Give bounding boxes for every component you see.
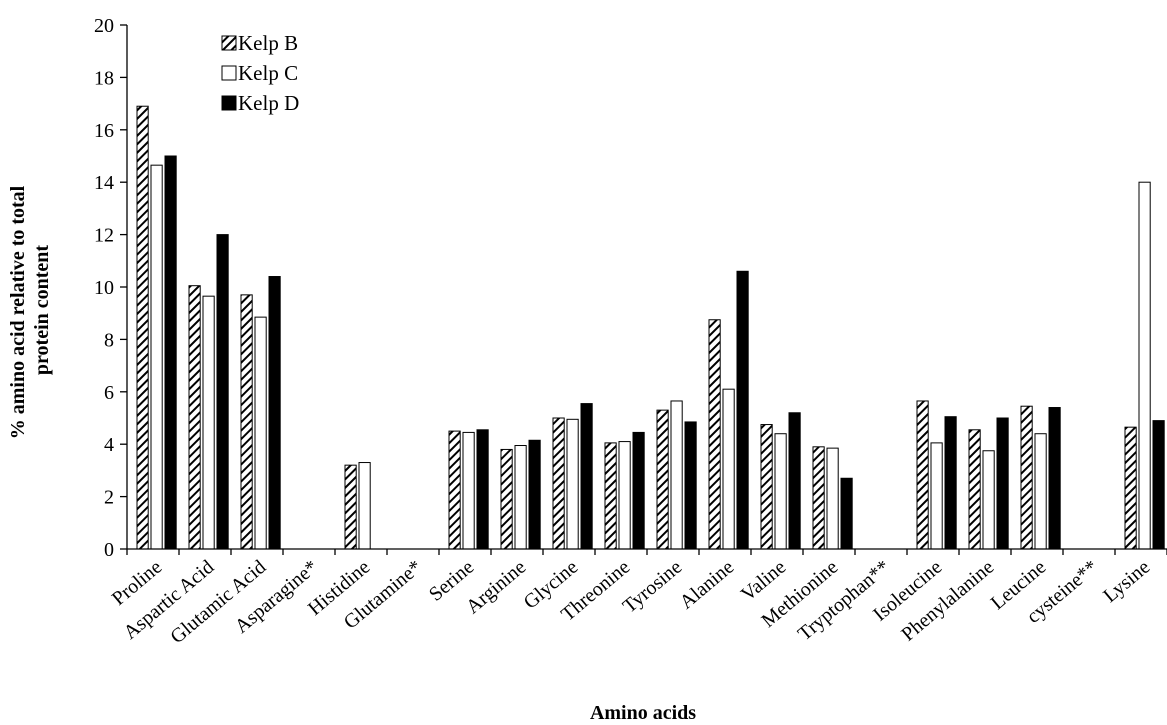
y-axis-title: % amino acid relative to total protein c… <box>7 181 53 439</box>
bar-kelp-b-methionine <box>812 446 825 550</box>
x-category-label: Alanine <box>676 556 739 614</box>
y-tick-label: 6 <box>104 382 114 404</box>
bar-kelp-b-alanine <box>708 319 721 550</box>
bar-kelp-c-aspartic-acid <box>202 295 215 550</box>
legend-swatch-kelp-b <box>221 35 237 51</box>
bar-kelp-c-histidine <box>358 462 371 550</box>
y-axis-title-line-2: protein content <box>31 245 53 376</box>
bar-kelp-b-serine <box>448 430 461 550</box>
legend-item-kelp-b: Kelp B <box>221 31 298 55</box>
x-axis-title: Amino acids <box>590 702 696 724</box>
bar-kelp-c-glycine <box>566 418 579 550</box>
y-tick-label: 20 <box>94 15 114 37</box>
bar-kelp-c-threonine <box>618 441 631 550</box>
bar-kelp-b-glutamic-acid <box>240 294 253 550</box>
bar-kelp-c-proline <box>150 164 163 550</box>
y-tick-label: 14 <box>94 172 114 194</box>
bar-kelp-d-glycine <box>580 403 593 550</box>
bar-kelp-b-isoleucine <box>916 400 929 550</box>
legend-label-kelp-b: Kelp B <box>238 31 298 55</box>
y-tick-label: 8 <box>104 329 114 351</box>
y-tick-label: 18 <box>94 67 114 89</box>
bar-kelp-c-serine <box>462 431 475 550</box>
bar-kelp-c-isoleucine <box>930 442 943 550</box>
legend-swatch-kelp-c <box>221 65 237 81</box>
bar-kelp-b-arginine <box>500 448 513 550</box>
bar-kelp-c-tyrosine <box>670 400 683 550</box>
bar-kelp-d-isoleucine <box>944 416 957 550</box>
y-tick-label: 16 <box>94 120 114 142</box>
bar-kelp-d-valine <box>788 412 801 550</box>
bar-kelp-b-proline <box>136 105 149 550</box>
bar-kelp-c-glutamic-acid <box>254 316 267 550</box>
bar-kelp-c-leucine <box>1034 433 1047 550</box>
bar-kelp-d-arginine <box>528 439 541 550</box>
bar-kelp-b-lysine <box>1124 426 1137 550</box>
bar-kelp-d-tyrosine <box>684 421 697 550</box>
bar-kelp-d-threonine <box>632 431 645 550</box>
bar-kelp-b-histidine <box>344 464 357 550</box>
legend-label-kelp-d: Kelp D <box>238 91 299 115</box>
bar-kelp-d-phenylalanine <box>996 417 1009 550</box>
x-category-label: Lysine <box>1099 556 1154 607</box>
bar-kelp-c-lysine <box>1138 181 1151 550</box>
bar-kelp-b-glycine <box>552 417 565 550</box>
bar-kelp-d-methionine <box>840 477 853 550</box>
y-tick-label: 12 <box>94 225 114 247</box>
y-axis-ticks: 0 2 4 6 8 10 12 14 16 18 20 <box>94 15 1167 561</box>
bar-kelp-c-arginine <box>514 445 527 550</box>
legend-swatch-kelp-d <box>221 95 237 111</box>
bar-kelp-b-phenylalanine <box>968 429 981 550</box>
bar-kelp-d-lysine <box>1152 420 1165 550</box>
y-axis-title-line-1: % amino acid relative to total <box>7 185 29 439</box>
bar-kelp-d-glutamic-acid <box>268 276 281 550</box>
x-category-label: Tyrosine <box>619 556 687 618</box>
y-tick-label: 2 <box>104 487 114 509</box>
bar-kelp-b-aspartic-acid <box>188 285 201 550</box>
y-tick-label: 10 <box>94 277 114 299</box>
bar-kelp-b-leucine <box>1020 405 1033 550</box>
y-tick-label: 4 <box>104 434 114 456</box>
bar-kelp-d-proline <box>164 155 177 550</box>
x-category-label: Arginine <box>462 556 530 618</box>
legend-item-kelp-c: Kelp C <box>221 61 298 85</box>
bar-kelp-d-aspartic-acid <box>216 234 229 550</box>
legend: Kelp B Kelp C Kelp D <box>221 31 299 115</box>
bar-kelp-b-tyrosine <box>656 409 669 550</box>
bar-kelp-b-valine <box>760 424 773 550</box>
y-tick-label: 0 <box>104 539 114 561</box>
bars <box>136 105 1165 550</box>
legend-label-kelp-c: Kelp C <box>238 61 298 85</box>
bar-kelp-b-threonine <box>604 442 617 550</box>
bar-kelp-d-serine <box>476 429 489 550</box>
bar-kelp-c-methionine <box>826 447 839 550</box>
bar-kelp-c-phenylalanine <box>982 450 995 550</box>
legend-item-kelp-d: Kelp D <box>221 91 299 115</box>
bar-kelp-d-alanine <box>736 270 749 550</box>
bar-kelp-c-alanine <box>722 388 735 550</box>
bar-kelp-c-valine <box>774 433 787 550</box>
bar-kelp-d-leucine <box>1048 407 1061 550</box>
